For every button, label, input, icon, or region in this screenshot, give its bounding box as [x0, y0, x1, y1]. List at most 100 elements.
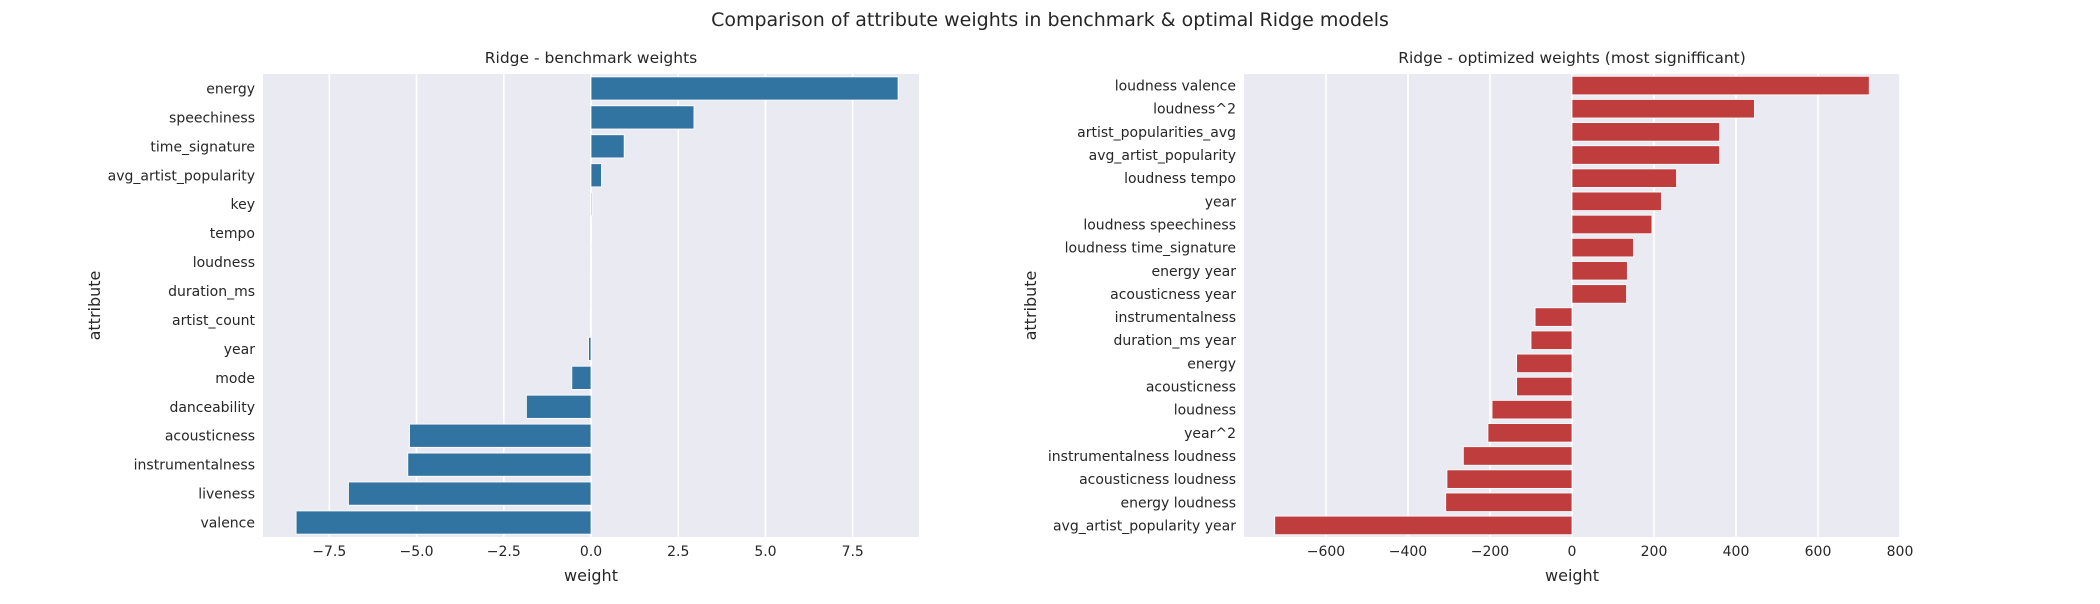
benchmark-y-tick-label: liveness — [198, 487, 255, 503]
benchmark-y-tick-label: key — [230, 197, 255, 213]
benchmark-bar — [590, 279, 592, 304]
optimized-bar — [1571, 191, 1662, 211]
benchmark-bar — [588, 336, 592, 361]
benchmark-x-tick-label: −2.5 — [487, 544, 521, 560]
optimized-y-tick-label: loudness speechiness — [1083, 217, 1236, 233]
figure-suptitle: Comparison of attribute weights in bench… — [711, 9, 1389, 31]
optimized-y-tick-label: loudness tempo — [1124, 171, 1236, 187]
optimized-bar — [1446, 469, 1573, 489]
optimized-bar — [1571, 99, 1755, 119]
benchmark-bar — [590, 250, 593, 275]
optimized-y-tick-label: loudness time_signature — [1065, 241, 1236, 257]
optimized-y-tick-label: duration_ms year — [1113, 333, 1236, 349]
benchmark-bar — [589, 307, 592, 332]
benchmark-panel: energy speechiness time_signature avg_artis… — [85, 49, 919, 585]
benchmark-x-tick-label: 5.0 — [754, 544, 776, 560]
optimized-bar — [1274, 515, 1573, 536]
optimized-x-tick-label: 200 — [1641, 544, 1668, 560]
optimized-y-tick-label: avg_artist_popularity year — [1053, 518, 1236, 534]
optimized-y-tick-label: year — [1205, 194, 1236, 210]
benchmark-chart-title: Ridge - benchmark weights — [485, 49, 698, 67]
benchmark-bar — [590, 105, 695, 130]
benchmark-y-axis-label: attribute — [85, 271, 104, 341]
benchmark-y-tick-label: mode — [215, 371, 255, 387]
optimized-x-tick-labels: −600 −400 −200 0 200 400 600 800 — [1307, 544, 1914, 560]
benchmark-y-tick-labels: energy speechiness time_signature avg_artis… — [108, 81, 256, 531]
benchmark-y-tick-label: acousticness — [165, 429, 255, 445]
benchmark-y-tick-label: avg_artist_popularity — [108, 168, 255, 184]
benchmark-y-tick-label: speechiness — [169, 110, 255, 126]
optimized-bar — [1516, 353, 1573, 374]
optimized-y-tick-label: instrumentalness loudness — [1048, 449, 1236, 465]
benchmark-x-tick-labels: −7.5 −5.0 −2.5 0.0 2.5 5.0 7.5 — [312, 544, 864, 560]
optimized-bar — [1571, 214, 1653, 235]
benchmark-x-tick-label: 7.5 — [842, 544, 864, 560]
optimized-bar — [1571, 122, 1721, 142]
optimized-bar — [1571, 261, 1628, 281]
optimized-x-tick-label: 600 — [1805, 544, 1832, 560]
benchmark-bar — [590, 163, 602, 188]
optimized-bar — [1487, 423, 1573, 443]
benchmark-bar — [407, 452, 592, 477]
benchmark-bar — [590, 76, 899, 101]
optimized-bar — [1571, 168, 1677, 188]
optimized-y-tick-label: artist_popularities_avg — [1077, 125, 1236, 141]
optimized-bar — [1534, 307, 1573, 327]
optimized-x-tick-label: −400 — [1389, 544, 1427, 560]
optimized-x-tick-label: 800 — [1887, 544, 1914, 560]
benchmark-x-axis-label: weight — [564, 566, 618, 585]
benchmark-bar — [590, 192, 593, 217]
benchmark-y-tick-label: energy — [206, 81, 255, 97]
benchmark-y-tick-label: loudness — [193, 255, 255, 271]
benchmark-bar — [348, 481, 592, 506]
benchmark-bars — [295, 76, 899, 535]
optimized-y-tick-label: energy — [1187, 356, 1236, 372]
benchmark-bar — [409, 423, 592, 448]
benchmark-y-tick-label: time_signature — [150, 139, 255, 155]
benchmark-y-tick-label: year — [224, 342, 255, 358]
optimized-y-tick-label: loudness valence — [1115, 79, 1236, 95]
optimized-y-tick-label: instrumentalness — [1115, 310, 1236, 326]
optimized-bar — [1516, 376, 1573, 397]
optimized-panel: loudness valence loudness^2 artist_popular… — [1021, 49, 1913, 585]
optimized-x-tick-label: 400 — [1723, 544, 1750, 560]
optimized-y-tick-label: acousticness year — [1110, 287, 1236, 303]
benchmark-x-tick-label: 2.5 — [667, 544, 689, 560]
benchmark-x-tick-label: −7.5 — [312, 544, 346, 560]
benchmark-y-tick-label: tempo — [210, 226, 255, 242]
benchmark-bar — [590, 134, 625, 159]
optimized-y-tick-label: loudness — [1174, 403, 1236, 419]
benchmark-x-tick-label: 0.0 — [580, 544, 602, 560]
optimized-y-tick-label: energy loudness — [1120, 495, 1236, 511]
optimized-x-tick-label: 0 — [1568, 544, 1577, 560]
optimized-bar — [1571, 75, 1870, 96]
optimized-bar — [1445, 492, 1573, 512]
benchmark-y-tick-label: danceability — [169, 400, 255, 416]
optimized-bar — [1491, 400, 1573, 420]
optimized-bars — [1274, 75, 1870, 536]
optimized-y-tick-label: acousticness loudness — [1079, 472, 1236, 488]
optimized-y-tick-label: year^2 — [1184, 426, 1236, 442]
benchmark-bar — [571, 365, 592, 390]
benchmark-y-tick-label: instrumentalness — [134, 458, 255, 474]
benchmark-y-tick-label: artist_count — [172, 313, 256, 329]
optimized-bar — [1571, 284, 1627, 304]
optimized-chart-title: Ridge - optimized weights (most signiffi… — [1398, 49, 1746, 67]
optimized-bar — [1571, 237, 1634, 258]
benchmark-y-tick-label: duration_ms — [168, 284, 255, 300]
optimized-y-axis-label: attribute — [1021, 271, 1040, 341]
optimized-y-tick-label: energy year — [1152, 264, 1237, 280]
optimized-y-tick-label: acousticness — [1146, 380, 1236, 396]
optimized-x-tick-label: −200 — [1471, 544, 1509, 560]
benchmark-bar — [295, 510, 592, 535]
optimized-x-axis-label: weight — [1545, 566, 1599, 585]
optimized-bar — [1571, 145, 1721, 165]
benchmark-y-tick-label: valence — [200, 516, 255, 532]
optimized-y-tick-label: avg_artist_popularity — [1089, 148, 1236, 164]
benchmark-x-tick-label: −5.0 — [400, 544, 434, 560]
optimized-y-tick-labels: loudness valence loudness^2 artist_popular… — [1048, 79, 1236, 535]
optimized-x-tick-label: −600 — [1307, 544, 1345, 560]
benchmark-bar — [590, 221, 593, 246]
